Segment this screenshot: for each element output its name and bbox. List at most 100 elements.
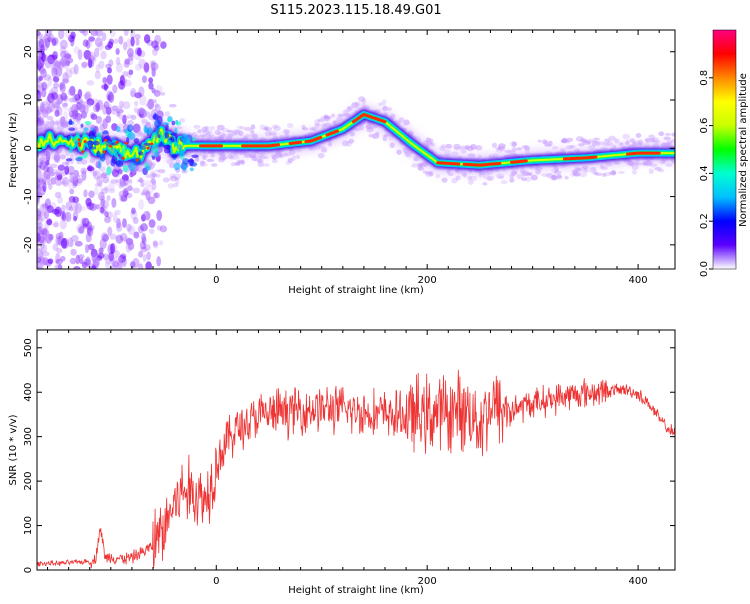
spectrogram-noise-cell bbox=[87, 54, 95, 61]
spectrogram-halo-cell bbox=[553, 170, 562, 175]
spectrogram-halo-cell bbox=[654, 166, 662, 171]
spectrogram-noise-cell bbox=[37, 166, 42, 175]
spectrogram-hot-cell bbox=[77, 138, 81, 142]
spectrogram-noise-cell bbox=[134, 100, 139, 107]
colorbar-ticks: 0.0 0.2 0.4 0.6 0.8 bbox=[699, 70, 713, 277]
spectrogram-noise-cell bbox=[132, 257, 140, 268]
spectrogram-noise-cell bbox=[72, 211, 79, 220]
spectrogram-halo-cell bbox=[287, 157, 294, 163]
spectrogram-noise-cell bbox=[67, 180, 73, 189]
spectrogram-noise-cell bbox=[55, 263, 63, 269]
spectrogram-noise-cell bbox=[92, 170, 98, 177]
spectrogram-halo-cell bbox=[39, 157, 47, 162]
spectrogram-noise-cell bbox=[141, 236, 147, 246]
spectrogram-noise-cell bbox=[81, 110, 87, 119]
spectrogram-noise-cell bbox=[52, 243, 59, 252]
spectrogram-halo-cell bbox=[56, 97, 62, 104]
spectrogram-cluster-cell bbox=[152, 114, 159, 121]
spectrogram-halo-cell bbox=[453, 147, 462, 151]
spectrogram-noise-cell bbox=[102, 104, 108, 115]
spectrogram-x-tick-label: 0 bbox=[213, 275, 219, 286]
spectrogram-cluster-cell bbox=[181, 133, 189, 143]
spectrogram-halo-cell bbox=[549, 175, 558, 181]
spectrogram-noise-cell bbox=[45, 233, 53, 244]
spectrogram-halo-cell bbox=[201, 126, 208, 133]
spectrogram-cluster-cell bbox=[179, 148, 185, 157]
spectrogram-noise-cell bbox=[154, 34, 162, 45]
spectrogram-halo-cell bbox=[486, 177, 492, 182]
spectrogram-noise-cell bbox=[61, 211, 66, 222]
spectrogram-noise-cell bbox=[37, 235, 45, 244]
spectrogram-noise-cell bbox=[53, 38, 59, 47]
spectrogram-noise-cell bbox=[81, 170, 87, 181]
spectrogram-halo-cell bbox=[581, 138, 588, 144]
spectrogram-noise-cell bbox=[37, 164, 42, 171]
spectrogram-noise-cell bbox=[146, 39, 154, 46]
spectrogram-halo-cell bbox=[588, 167, 597, 174]
spectrogram-noise-cell bbox=[81, 61, 88, 69]
spectrogram-noise-cell bbox=[114, 209, 121, 216]
spectrogram-halo-cell bbox=[130, 114, 137, 120]
spectrogram-noise-cell bbox=[41, 52, 46, 62]
snr-y-tick-label: 300 bbox=[23, 427, 34, 446]
spectrogram-noise-cell bbox=[104, 211, 109, 218]
spectrogram-cluster-cell bbox=[154, 151, 159, 158]
spectrogram-noise-cell bbox=[155, 85, 163, 94]
spectrogram-noise-cell bbox=[106, 211, 114, 219]
spectrogram-noise-cell bbox=[94, 98, 101, 110]
spectrogram-noise-cell bbox=[144, 180, 151, 188]
spectrogram-halo-cell bbox=[562, 138, 567, 143]
spectrogram-hot-cell bbox=[83, 140, 87, 144]
spectrogram-halo-cell bbox=[323, 114, 329, 120]
spectrogram-halo-cell bbox=[495, 148, 504, 153]
spectrogram-noise-cell bbox=[158, 240, 164, 246]
spectrogram-noise-cell bbox=[153, 192, 159, 199]
spectrogram-halo-cell bbox=[521, 177, 527, 182]
spectrogram-noise-cell bbox=[37, 248, 44, 259]
spectrogram-noise-cell bbox=[74, 240, 83, 247]
spectrogram-halo-cell bbox=[145, 103, 150, 107]
spectrogram-peak-segment bbox=[626, 151, 661, 156]
spectrogram-noise-cell bbox=[57, 164, 66, 171]
spectrogram-noise-cell bbox=[119, 194, 125, 202]
spectrogram-noise-cell bbox=[41, 88, 47, 98]
spectrogram-hot-cell bbox=[102, 150, 106, 154]
spectrogram-cluster-cell bbox=[191, 154, 199, 159]
spectrogram-halo-cell bbox=[451, 177, 458, 184]
spectrogram-noise-cell bbox=[39, 203, 47, 211]
spectrogram-noise-cell bbox=[39, 210, 47, 222]
spectrogram-halo-cell bbox=[510, 141, 517, 148]
spectrogram-noise-cell bbox=[148, 82, 154, 90]
spectrogram-halo-cell bbox=[104, 186, 109, 192]
spectrogram-halo-cell bbox=[387, 107, 392, 111]
spectrogram-halo-cell bbox=[357, 96, 366, 102]
spectrogram-halo-cell bbox=[150, 99, 157, 104]
spectrogram-noise-cell bbox=[56, 94, 64, 105]
spectrogram-halo-cell bbox=[214, 129, 221, 135]
spectrogram-noise-cell bbox=[57, 196, 64, 204]
spectrogram-noise-cell bbox=[38, 44, 45, 51]
spectrogram-halo-cell bbox=[140, 192, 148, 196]
spectrogram-noise-cell bbox=[118, 100, 124, 109]
spectrogram-noise-cell bbox=[94, 70, 101, 80]
spectrogram-noise-cell bbox=[74, 202, 82, 214]
spectrogram-noise-cell bbox=[109, 233, 117, 240]
spectrogram-noise-cell bbox=[88, 36, 95, 42]
spectrogram-noise-cell bbox=[59, 46, 67, 54]
colorbar-tick-label: 0.8 bbox=[699, 70, 710, 86]
spectrogram-halo-cell bbox=[467, 175, 472, 181]
spectrogram-noise-cell bbox=[83, 189, 88, 198]
spectrogram-noise-cell bbox=[87, 243, 95, 251]
spectrogram-noise-cell bbox=[55, 252, 61, 264]
spectrogram-noise-cell bbox=[40, 44, 45, 55]
spectrogram-y-tick-label: -10 bbox=[23, 188, 34, 204]
spectrogram-noise-cell bbox=[118, 35, 124, 45]
spectrogram-halo-cell bbox=[140, 118, 148, 124]
spectrogram-noise-cell bbox=[54, 264, 59, 269]
spectrogram-halo-cell bbox=[671, 132, 675, 137]
spectrogram-halo-cell bbox=[254, 157, 259, 162]
spectrogram-cluster-cell bbox=[146, 127, 153, 135]
spectrogram-noise-cell bbox=[44, 106, 53, 114]
spectrogram-halo-cell bbox=[488, 175, 495, 181]
spectrogram-noise-cell bbox=[59, 218, 68, 230]
